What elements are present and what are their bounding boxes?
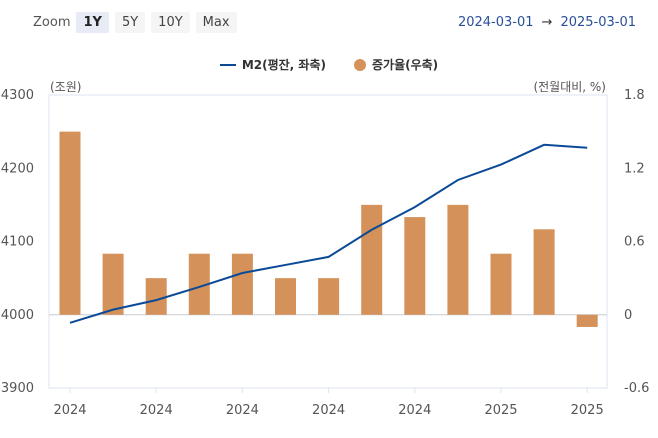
right-axis-unit: (전월대비, %) bbox=[533, 80, 606, 94]
x-tick-label: 2024 bbox=[53, 403, 86, 418]
line-swatch-icon bbox=[219, 63, 236, 66]
x-tick-label: 2024 bbox=[140, 403, 173, 418]
right-tick-label: -0.6 bbox=[624, 381, 649, 396]
zoom-controls: Zoom 1Y 5Y 10Y Max bbox=[33, 12, 237, 33]
bar bbox=[188, 253, 210, 315]
legend-item-m2[interactable]: M2(평잔, 좌축) bbox=[219, 56, 326, 73]
left-tick-label: 4300 bbox=[1, 88, 34, 103]
left-tick-label: 3900 bbox=[1, 381, 34, 396]
left-tick-label: 4100 bbox=[1, 235, 34, 250]
left-axis-unit: (조원) bbox=[50, 80, 81, 94]
bar bbox=[490, 253, 512, 315]
bar bbox=[318, 278, 340, 315]
bar bbox=[447, 204, 469, 315]
x-tick-label: 2024 bbox=[226, 403, 259, 418]
right-tick-label: 0.6 bbox=[624, 235, 645, 250]
legend-item-growth[interactable]: 증가율(우축) bbox=[354, 56, 438, 73]
bar bbox=[102, 253, 124, 315]
x-tick-label: 2025 bbox=[484, 403, 517, 418]
zoom-label: Zoom bbox=[33, 15, 71, 30]
bar bbox=[404, 217, 426, 315]
left-tick-label: 4200 bbox=[1, 161, 34, 176]
bar bbox=[231, 253, 253, 315]
range-start[interactable]: 2024-03-01 bbox=[457, 15, 534, 30]
bar bbox=[533, 229, 555, 315]
bar bbox=[576, 314, 598, 327]
range-end[interactable]: 2025-03-01 bbox=[560, 15, 636, 30]
x-tick-label: 2024 bbox=[312, 403, 345, 418]
range-arrow: → bbox=[541, 15, 553, 30]
zoom-1y-button[interactable]: 1Y bbox=[76, 12, 109, 33]
x-tick-label: 2025 bbox=[571, 403, 604, 418]
legend: M2(평잔, 좌축) 증가율(우축) bbox=[0, 56, 658, 73]
bar bbox=[361, 204, 383, 315]
bar bbox=[145, 278, 167, 315]
right-tick-label: 1.8 bbox=[624, 88, 645, 103]
plot-border bbox=[48, 94, 608, 389]
bar bbox=[275, 278, 296, 315]
bar bbox=[59, 131, 81, 315]
x-tick-label: 2024 bbox=[398, 403, 431, 418]
right-tick-label: 0 bbox=[624, 308, 632, 323]
zoom-max-button[interactable]: Max bbox=[195, 12, 237, 33]
left-tick-label: 4000 bbox=[1, 308, 34, 323]
right-tick-label: 1.2 bbox=[624, 161, 645, 176]
date-range: 2024-03-01 → 2025-03-01 bbox=[458, 15, 636, 30]
zoom-5y-button[interactable]: 5Y bbox=[114, 12, 146, 33]
circle-swatch-icon bbox=[354, 58, 366, 71]
zoom-10y-button[interactable]: 10Y bbox=[151, 12, 190, 33]
m2-line bbox=[69, 143, 588, 324]
